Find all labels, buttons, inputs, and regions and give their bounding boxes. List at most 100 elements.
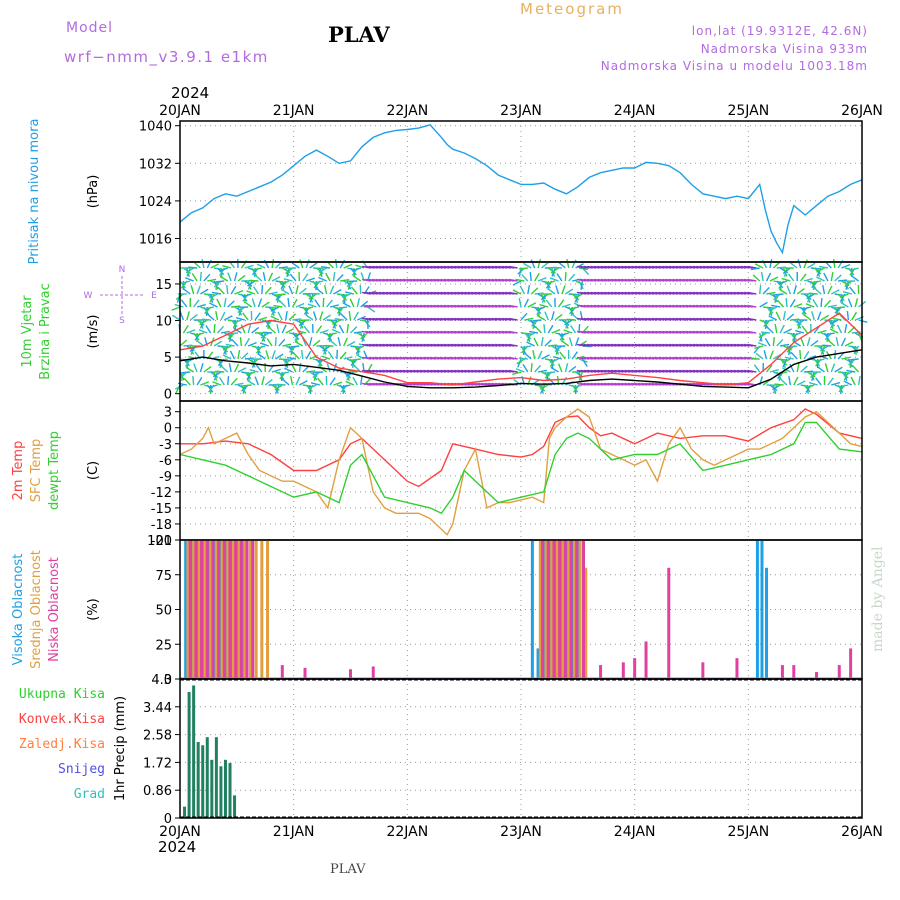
wind-arrow [508, 304, 518, 308]
wind-arrow [333, 289, 342, 295]
wind-arrow [340, 313, 348, 321]
wind-arrow [246, 379, 256, 386]
bar [780, 665, 784, 679]
wind-arrow [332, 319, 338, 329]
wind-arrow [349, 298, 355, 308]
wind-arrow [203, 366, 212, 373]
time-label-bottom: 23JAN [500, 824, 542, 840]
bar [371, 666, 375, 679]
wind-arrow [832, 317, 842, 321]
wind-arrow [351, 358, 361, 361]
wind-arrow [360, 332, 368, 340]
wind-arrow [841, 263, 851, 269]
tick-label-y: 1024 [139, 195, 172, 210]
wind-arrow [334, 318, 344, 321]
coords-label: lon,lat (19.9312E, 42.6N) [691, 24, 868, 38]
wind-arrow [263, 331, 273, 334]
compass-e: E [151, 291, 157, 301]
wind-arrow [314, 299, 321, 308]
wind-arrow [261, 376, 265, 386]
wind-arrow [329, 339, 338, 347]
bar [234, 540, 238, 679]
bar [219, 766, 223, 818]
wind-arrow [233, 272, 238, 282]
wind-arrow [207, 278, 217, 282]
wind-arrow [305, 350, 312, 360]
wind-arrow [180, 299, 188, 308]
bar [201, 745, 205, 818]
wind-arrow [793, 303, 803, 308]
bar [214, 737, 218, 818]
bar [849, 648, 853, 679]
wind-arrow [195, 332, 205, 337]
wind-arrow [254, 345, 262, 354]
wind-arrow [747, 291, 757, 295]
wind-arrow [304, 306, 314, 311]
wind-arrow [830, 363, 836, 373]
wind-arrow [276, 383, 286, 386]
wind-arrow [338, 306, 348, 309]
wind-arrow [797, 259, 802, 269]
bar [197, 540, 201, 679]
wind-arrow [779, 378, 788, 386]
wind-arrow [849, 358, 859, 361]
wind-arrow [196, 285, 201, 295]
wind-arrow [308, 337, 313, 347]
axis-label: 2m Temp [11, 441, 26, 501]
wind-arrow [223, 298, 227, 308]
wind-arrow [185, 366, 195, 373]
wind-arrow [351, 267, 361, 272]
series-line-pressure [179, 124, 863, 255]
bar [226, 540, 230, 679]
wind-arrow [755, 352, 764, 360]
wind-arrow [200, 381, 210, 386]
wind-arrow [539, 384, 549, 390]
wind-arrow [191, 272, 198, 282]
wind-arrow [174, 303, 184, 308]
wind-arrow [802, 306, 812, 311]
wind-arrow [184, 358, 194, 363]
bar [188, 540, 192, 679]
wind-arrow [508, 356, 518, 360]
wind-arrow [846, 310, 850, 321]
wind-arrow [305, 277, 315, 282]
wind-arrow [242, 384, 252, 387]
bar [760, 540, 764, 679]
wind-arrow [275, 353, 284, 360]
time-label-top: 23JAN [500, 103, 542, 119]
wind-arrow [772, 384, 781, 391]
bar [572, 540, 576, 679]
wind-arrow [318, 276, 327, 282]
wind-arrow [550, 366, 559, 373]
wind-arrow [336, 274, 344, 282]
wind-arrow [184, 277, 194, 282]
wind-arrow [758, 332, 767, 339]
meteogram-label: Meteogram [520, 0, 624, 18]
tick-label-y: 25 [155, 638, 172, 653]
time-label-bottom: 20JAN [159, 824, 201, 840]
wind-arrow [537, 369, 548, 373]
wind-arrow [786, 313, 795, 321]
wind-arrow [526, 341, 535, 347]
wind-arrow [230, 377, 238, 386]
wind-arrow [568, 273, 576, 282]
bar [205, 737, 209, 818]
wind-arrow [277, 311, 283, 321]
wind-arrow [786, 285, 792, 295]
wind-arrow [266, 338, 273, 347]
wind-arrow [249, 368, 259, 373]
wind-arrow [842, 290, 852, 295]
wind-arrow [257, 353, 266, 360]
wind-arrow [220, 311, 226, 321]
bar [260, 540, 264, 679]
wind-arrow [315, 287, 324, 295]
tick-label-y: 1032 [139, 157, 172, 172]
bar [541, 540, 545, 679]
wind-arrow [353, 311, 359, 321]
wind-arrow [332, 271, 336, 282]
tick-label-y: 10 [155, 315, 172, 330]
wind-arrow [348, 370, 358, 373]
wind-arrow [340, 279, 350, 282]
wind-arrow [546, 371, 556, 374]
bar [203, 540, 207, 679]
